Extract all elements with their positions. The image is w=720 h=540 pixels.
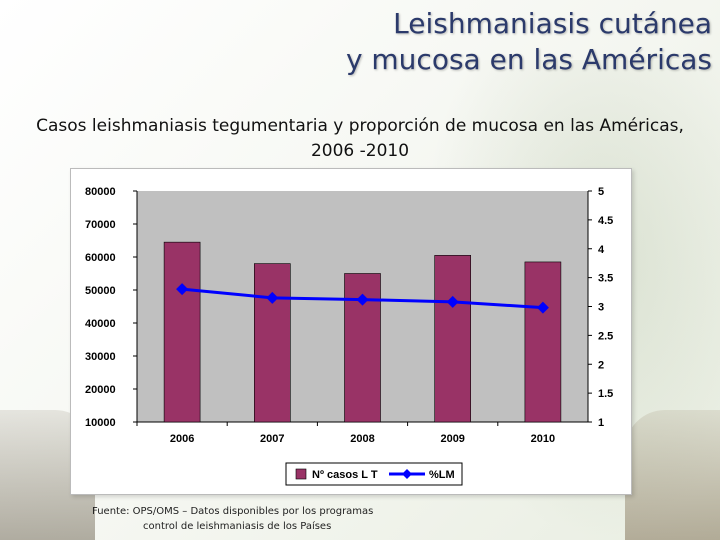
y-right-tick-label: 2.5 xyxy=(598,330,613,342)
legend-swatch-marker xyxy=(402,469,412,479)
line-point xyxy=(266,291,279,304)
title-line-1: Leishmaniasis cutánea xyxy=(393,7,712,40)
slide-title: Leishmaniasis cutánea y mucosa en las Am… xyxy=(346,6,712,78)
title-line-2: y mucosa en las Américas xyxy=(345,43,712,76)
source-note: Fuente: OPS/OMS – Datos disponibles por … xyxy=(92,504,373,534)
y-right-tick-label: 1.5 xyxy=(598,388,613,400)
chart-container: 80000 70000 60000 50000 40000 30000 20000 10000… xyxy=(70,168,632,495)
y-left-tick-label: 70000 xyxy=(85,219,116,231)
y-left-tick-label: 10000 xyxy=(85,417,116,429)
y-right-tick-label: 1 xyxy=(598,417,604,429)
source-line-1: Fuente: OPS/OMS – Datos disponibles por … xyxy=(92,506,374,517)
y-left-tick-label: 30000 xyxy=(85,351,116,363)
bar xyxy=(524,261,562,423)
x-tick-label: 2010 xyxy=(531,433,555,445)
y-right-tick-label: 2 xyxy=(598,359,604,371)
bar xyxy=(434,255,472,423)
legend-box xyxy=(285,462,463,486)
background-photo-right xyxy=(625,410,720,540)
line-point xyxy=(176,283,189,296)
x-tick-label: 2006 xyxy=(170,433,194,445)
y-right-tick-label: 5 xyxy=(598,186,604,198)
y-right-tick-label: 4.5 xyxy=(598,215,613,227)
source-line-2: control de leishmaniasis de los Países xyxy=(143,521,332,532)
legend-label-bar: Nº casos L T xyxy=(312,469,378,481)
y-left-tick-label: 60000 xyxy=(85,252,116,264)
bar xyxy=(163,241,201,423)
y-right-tick-label: 4 xyxy=(598,244,605,256)
x-tick-label: 2008 xyxy=(350,433,374,445)
y-left-tick-label: 50000 xyxy=(85,285,116,297)
y-left-tick-label: 40000 xyxy=(85,318,116,330)
line-point xyxy=(536,301,549,314)
line-point xyxy=(356,293,369,306)
chart-svg: 80000 70000 60000 50000 40000 30000 20000 10000… xyxy=(85,186,613,486)
y-right-tick-label: 3.5 xyxy=(598,273,613,285)
x-tick-label: 2007 xyxy=(260,433,284,445)
y-right-tick-label: 3 xyxy=(598,302,604,314)
line-point xyxy=(446,295,459,308)
bar xyxy=(254,263,291,423)
y-left-tick-label: 80000 xyxy=(85,186,116,198)
chart-subtitle: Casos leishmaniasis tegumentaria y propo… xyxy=(36,116,684,161)
legend-swatch-bar xyxy=(295,468,307,480)
y-left-tick-label: 20000 xyxy=(85,384,116,396)
legend-label-line: %LM xyxy=(429,469,455,481)
x-tick-label: 2009 xyxy=(440,433,464,445)
